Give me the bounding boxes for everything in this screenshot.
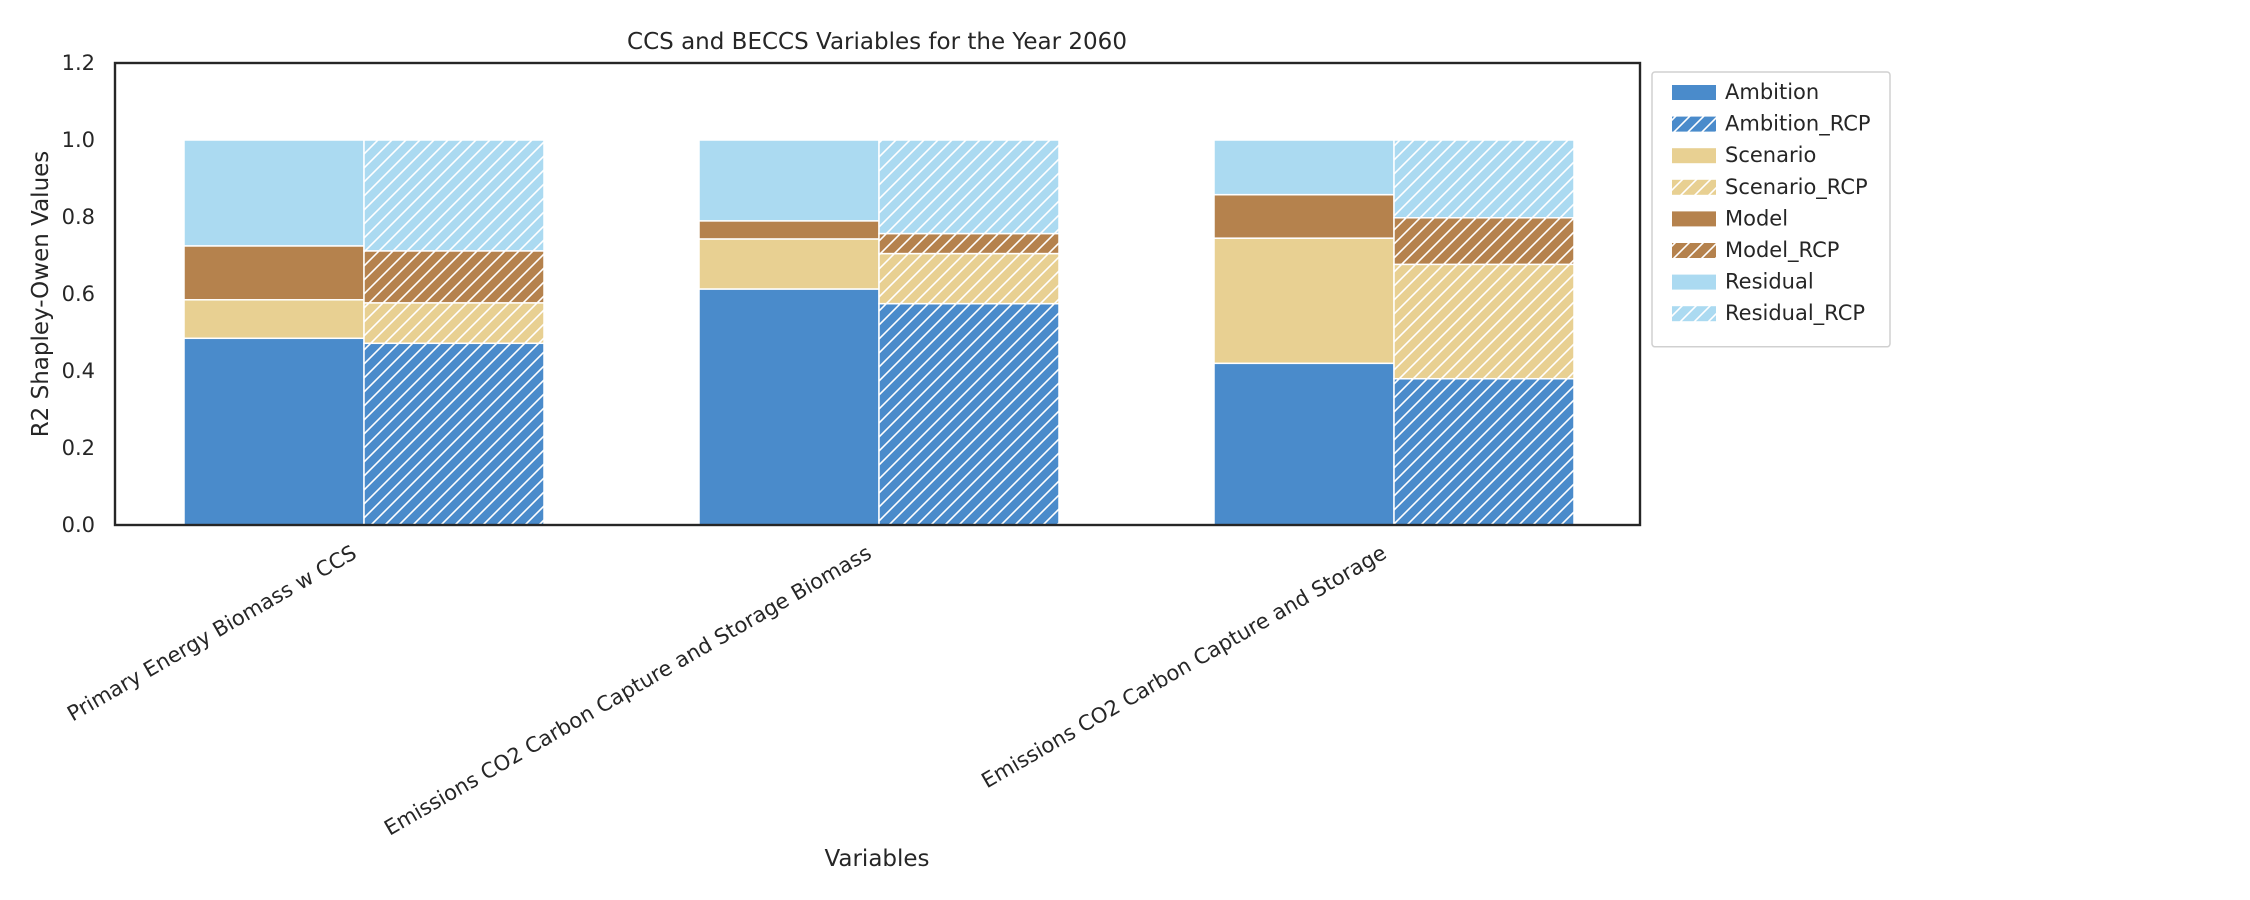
x-tick-label: Emissions CO2 Carbon Capture and Storage… [380, 541, 875, 841]
bar-residual-3 [1213, 139, 1395, 196]
bar-ambition-1 [183, 337, 365, 526]
legend-label-residual: Residual [1725, 270, 1814, 294]
bar-model-rcp-1 [363, 250, 545, 304]
bar-scenario-rcp-2 [878, 252, 1060, 305]
legend-label-ambition-rcp: Ambition_RCP [1725, 112, 1871, 137]
legend-swatch-ambition-rcp [1672, 116, 1716, 132]
legend-label-model: Model [1725, 206, 1788, 230]
x-axis: Primary Energy Biomass w CCS Emissions CO… [63, 541, 1390, 841]
y-axis: 0.0 0.2 0.4 0.6 0.8 1.0 1.2 [62, 51, 95, 537]
legend-swatch-ambition [1672, 85, 1716, 100]
x-tick-label: Emissions CO2 Carbon Capture and Storage [977, 541, 1390, 793]
y-tick-label: 0.8 [62, 205, 95, 229]
x-tick-label: Primary Energy Biomass w CCS [63, 541, 360, 727]
bar-residual-rcp-3 [1393, 139, 1575, 219]
bar-residual-rcp-2 [878, 139, 1060, 235]
legend-label-residual-rcp: Residual_RCP [1725, 301, 1865, 326]
bar-ambition-2 [698, 288, 880, 526]
y-axis-title: R2 Shapley-Owen Values [28, 151, 54, 438]
bar-ambition-rcp-3 [1393, 377, 1575, 526]
y-tick-label: 0.2 [62, 436, 95, 460]
bar-residual-rcp-1 [363, 139, 545, 252]
bar-model-1 [183, 245, 365, 301]
legend-label-model-rcp: Model_RCP [1725, 238, 1839, 263]
x-axis-title: Variables [824, 846, 929, 872]
bar-residual-2 [698, 139, 880, 222]
legend-label-scenario: Scenario [1725, 143, 1816, 167]
bar-ambition-rcp-2 [878, 302, 1060, 526]
bar-scenario-rcp-3 [1393, 263, 1575, 380]
legend-swatch-model-rcp [1672, 243, 1716, 258]
legend-label-ambition: Ambition [1725, 80, 1819, 104]
y-tick-label: 1.0 [62, 128, 95, 152]
bar-scenario-rcp-1 [363, 302, 545, 345]
bar-residual-1 [183, 139, 365, 247]
plot-frame [113, 61, 1642, 527]
y-tick-label: 0.0 [62, 513, 95, 537]
legend: Ambition Ambition_RCP Scenario Scenario_RCP… [1651, 71, 1891, 348]
legend-label-scenario-rcp: Scenario_RCP [1725, 175, 1868, 200]
legend-swatch-residual [1672, 274, 1716, 290]
bars [183, 139, 1575, 526]
bar-model-3 [1213, 193, 1395, 239]
legend-swatch-scenario-rcp [1672, 179, 1716, 195]
bar-model-rcp-2 [878, 232, 1060, 255]
bar-model-rcp-3 [1393, 217, 1575, 266]
legend-swatch-model [1672, 211, 1716, 227]
y-tick-label: 0.4 [62, 359, 95, 383]
bar-ambition-3 [1213, 362, 1395, 526]
bar-model-2 [698, 220, 880, 240]
legend-swatch-scenario [1672, 148, 1716, 164]
legend-swatch-residual-rcp [1672, 306, 1716, 322]
chart-title: CCS and BECCS Variables for the Year 206… [627, 29, 1127, 55]
bar-scenario-3 [1213, 237, 1395, 365]
bar-scenario-2 [698, 238, 880, 290]
y-tick-label: 0.6 [62, 282, 95, 306]
y-tick-label: 1.2 [62, 51, 95, 75]
bar-ambition-rcp-1 [363, 342, 545, 526]
bar-scenario-1 [183, 299, 365, 340]
